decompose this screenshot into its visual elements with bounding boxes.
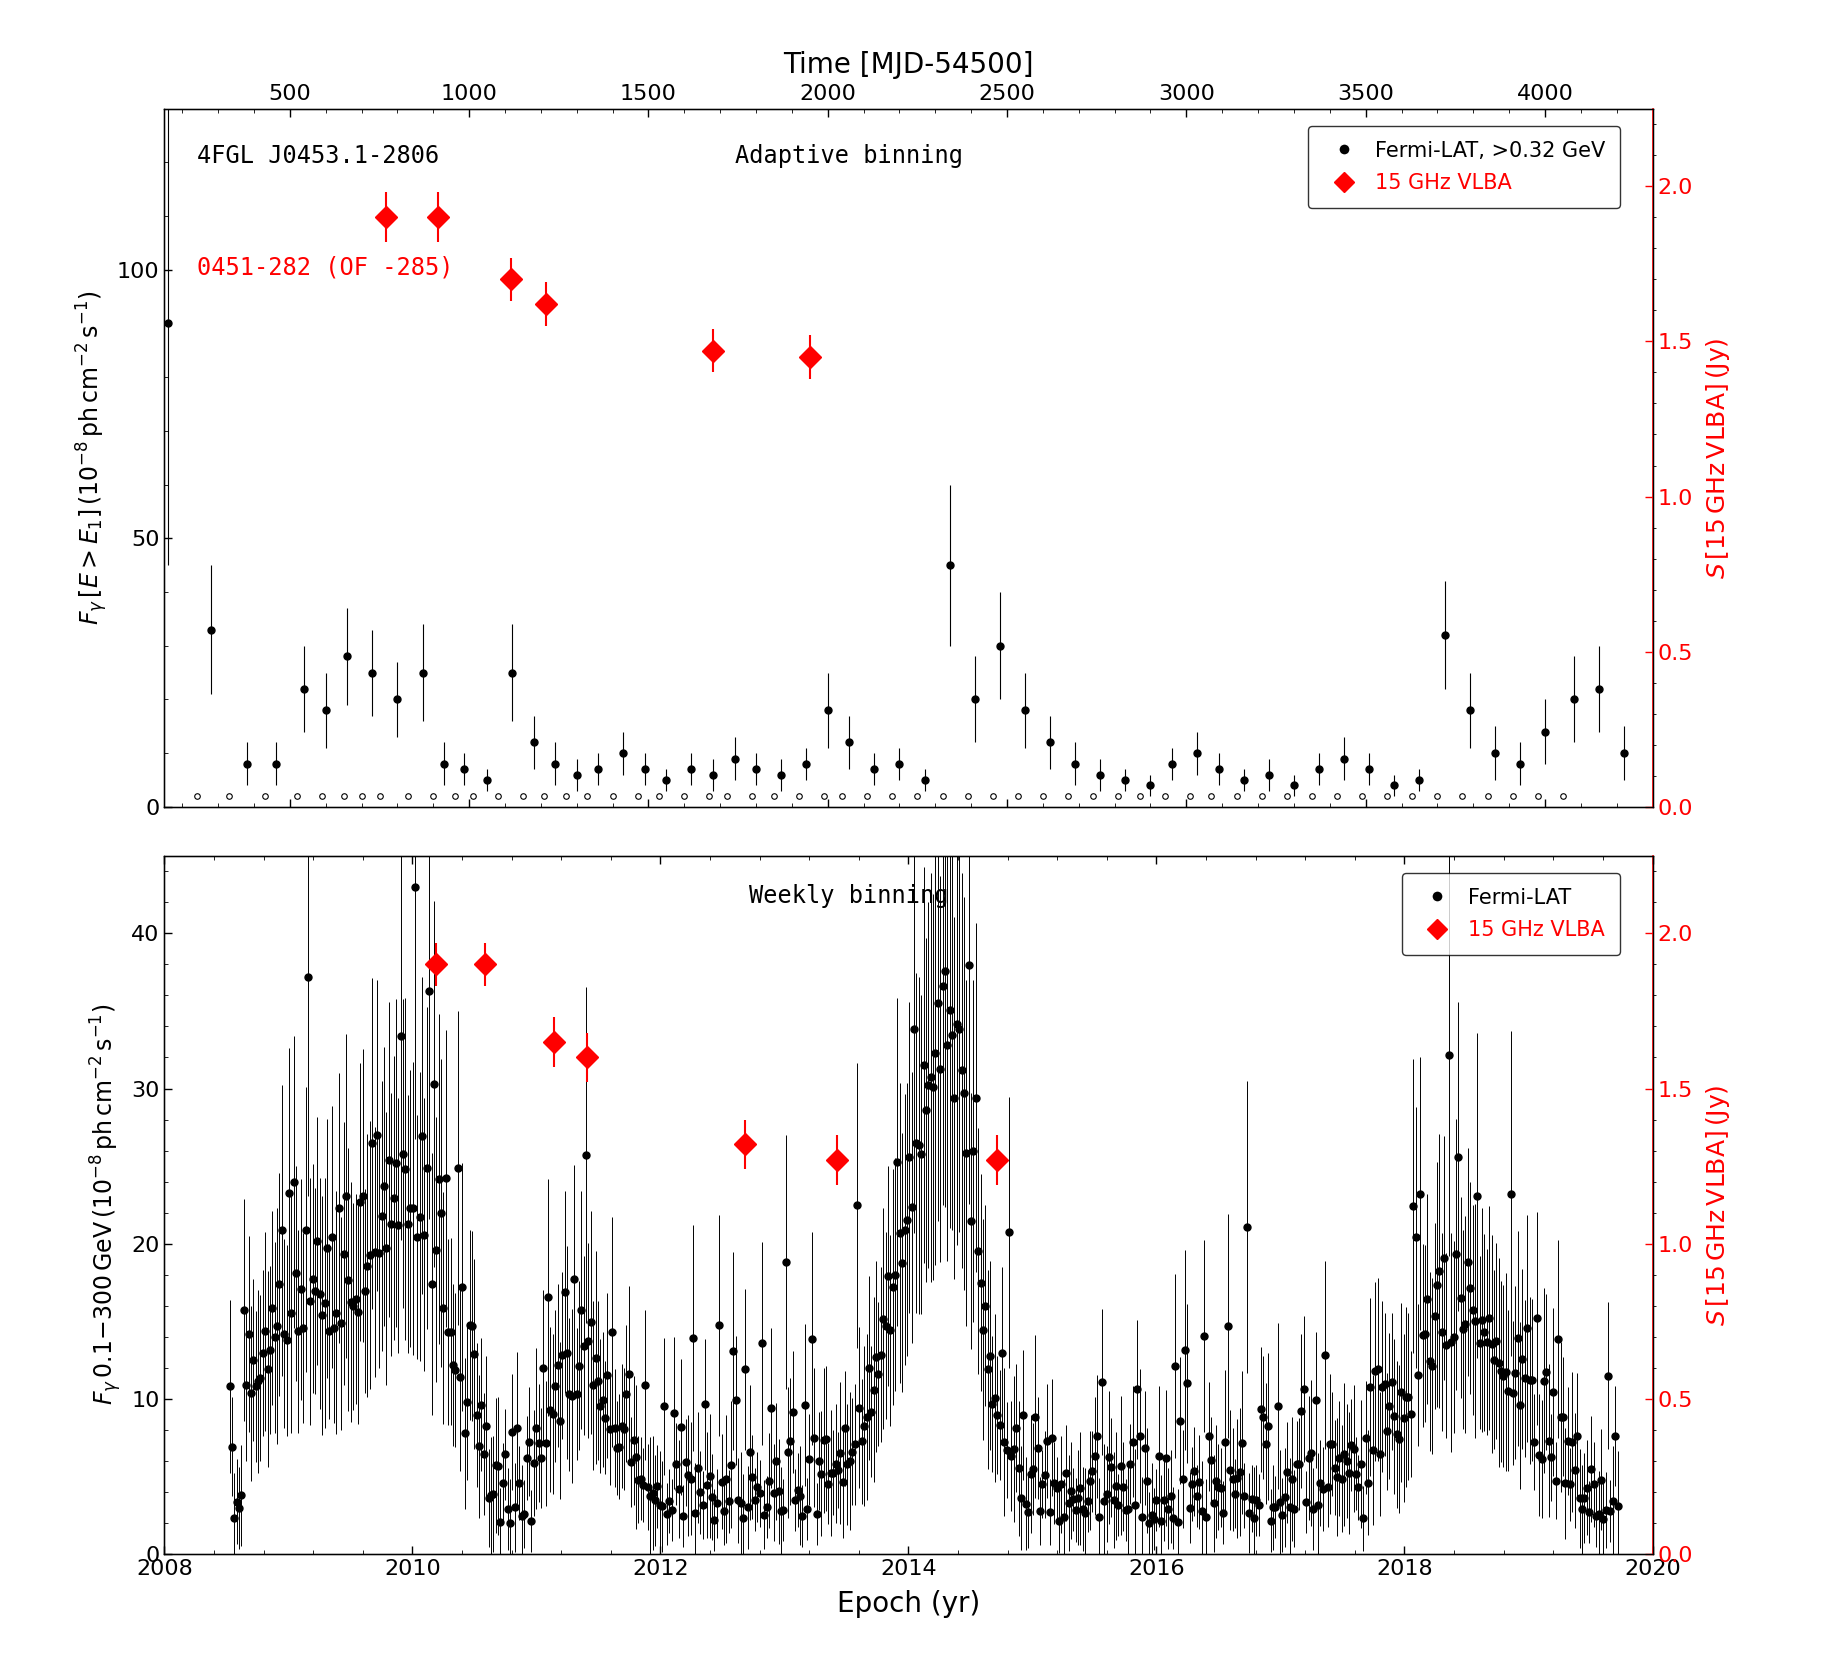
Text: 0451-282 (OF -285): 0451-282 (OF -285) (197, 256, 453, 279)
Y-axis label: $F_{\gamma}\,[E>E_1]\,(10^{-8}\,\mathrm{ph\,cm^{-2}\,s^{-1}})$: $F_{\gamma}\,[E>E_1]\,(10^{-8}\,\mathrm{… (75, 291, 110, 625)
Y-axis label: $F_{\gamma}\,0.1{-}300\,\mathrm{GeV}\,(10^{-8}\,\mathrm{ph\,cm^{-2}\,s^{-1}})$: $F_{\gamma}\,0.1{-}300\,\mathrm{GeV}\,(1… (88, 1004, 124, 1405)
Text: Adaptive binning: Adaptive binning (734, 144, 962, 167)
Legend: Fermi-LAT, >0.32 GeV, 15 GHz VLBA: Fermi-LAT, >0.32 GeV, 15 GHz VLBA (1307, 125, 1620, 207)
Y-axis label: $S\,[15\,\mathrm{GHz\,VLBA}]\,(\mathrm{Jy})$: $S\,[15\,\mathrm{GHz\,VLBA}]\,(\mathrm{J… (1704, 1084, 1733, 1325)
Text: 4FGL J0453.1-2806: 4FGL J0453.1-2806 (197, 144, 440, 167)
Text: Weekly binning: Weekly binning (749, 884, 950, 907)
X-axis label: Epoch (yr): Epoch (yr) (836, 1591, 981, 1618)
Y-axis label: $S\,[15\,\mathrm{GHz\,VLBA}]\,(\mathrm{Jy})$: $S\,[15\,\mathrm{GHz\,VLBA}]\,(\mathrm{J… (1704, 338, 1733, 578)
X-axis label: Time [MJD-54500]: Time [MJD-54500] (783, 50, 1034, 79)
Legend: Fermi-LAT, 15 GHz VLBA: Fermi-LAT, 15 GHz VLBA (1402, 874, 1620, 954)
